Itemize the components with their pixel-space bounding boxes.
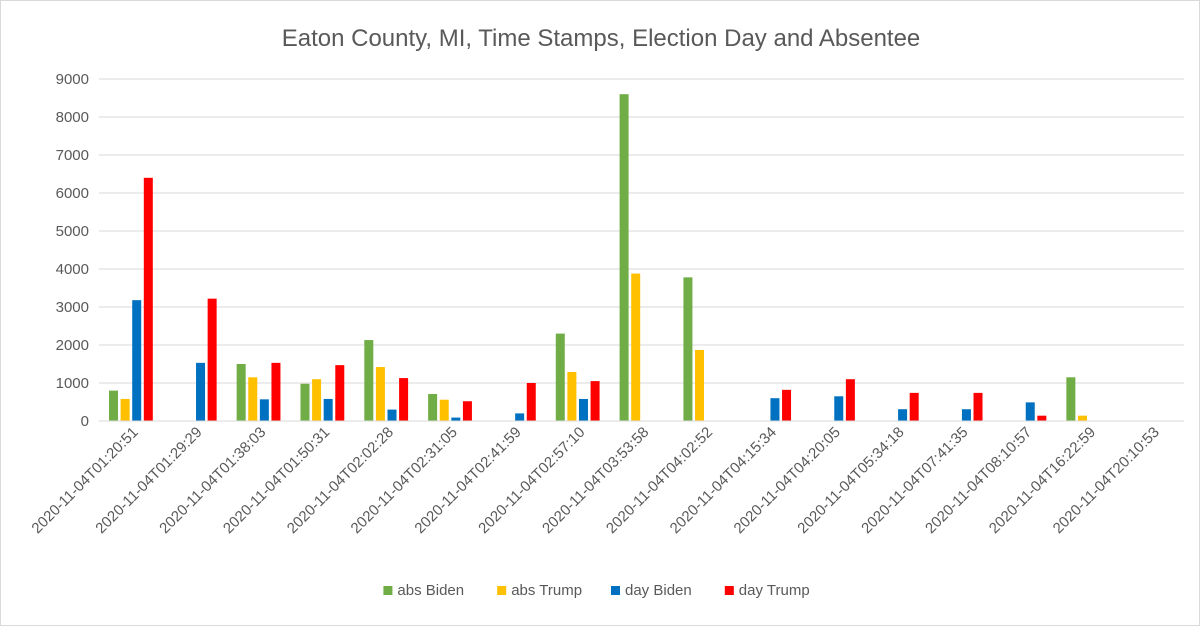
x-tick-label: 2020-11-04T04:15:34	[667, 424, 780, 537]
x-tick-label: 2020-11-04T01:38:03	[156, 424, 269, 537]
bar-abs-trump	[248, 377, 258, 421]
bar-abs-trump	[1077, 415, 1087, 421]
x-tick-label: 2020-11-04T03:53:58	[539, 424, 652, 537]
bar-day-trump	[462, 401, 472, 421]
bar-day-biden	[515, 413, 525, 421]
bar-abs-biden	[428, 394, 438, 421]
x-tick-label: 2020-11-04T04:20:05	[731, 424, 844, 537]
bar-abs-biden	[236, 364, 246, 421]
x-tick-label: 2020-11-04T08:10:57	[922, 424, 1035, 537]
bar-day-biden	[578, 398, 588, 421]
y-tick-label: 4000	[56, 261, 89, 278]
bar-abs-trump	[567, 371, 577, 421]
legend-swatch-day-biden	[611, 586, 620, 595]
bar-abs-biden	[619, 94, 629, 421]
x-tick-label: 2020-11-04T04:02:52	[603, 424, 716, 537]
x-tick-label: 2020-11-04T07:41:35	[858, 424, 971, 537]
y-tick-label: 7000	[56, 147, 89, 164]
bar-day-biden	[451, 417, 461, 421]
y-tick-label: 6000	[56, 185, 89, 202]
bar-day-trump	[207, 298, 217, 421]
bar-abs-trump	[120, 398, 130, 421]
bar-abs-trump	[695, 349, 705, 421]
y-axis-tick-labels: 0 1000 2000 3000 4000 5000 6000 7000 8000 9000	[56, 71, 89, 430]
x-tick-label: 2020-11-04T20:10:53	[1050, 424, 1163, 537]
bar-day-biden	[770, 398, 780, 421]
bar-day-biden	[834, 396, 844, 421]
bar-day-trump	[590, 381, 600, 421]
legend-label-day-biden: day Biden	[625, 582, 692, 599]
legend: abs Biden abs Trump day Biden day Trump	[383, 582, 810, 599]
bar-day-biden	[1025, 402, 1035, 421]
y-tick-label: 0	[81, 413, 89, 430]
y-tick-label: 8000	[56, 109, 89, 126]
bar-abs-biden	[109, 390, 119, 421]
gridlines	[99, 78, 1184, 384]
bar-day-trump	[1037, 415, 1047, 421]
bar-day-trump	[271, 362, 281, 421]
bar-day-biden	[196, 362, 206, 421]
bar-abs-biden	[364, 340, 374, 421]
bar-day-biden	[259, 399, 269, 421]
bar-day-trump	[782, 389, 792, 421]
x-tick-label: 2020-11-04T02:57:10	[475, 424, 588, 537]
bar-abs-trump	[631, 273, 641, 421]
legend-label-abs-biden: abs Biden	[397, 582, 464, 599]
x-tick-label: 2020-11-04T05:34:18	[794, 424, 907, 537]
chart-title: Eaton County, MI, Time Stamps, Election …	[282, 25, 921, 52]
legend-label-abs-trump: abs Trump	[511, 582, 582, 599]
x-tick-label: 2020-11-04T16:22:59	[986, 424, 1099, 537]
bar-day-biden	[898, 409, 908, 421]
bar-day-biden	[961, 409, 971, 421]
bar-abs-biden	[683, 277, 693, 421]
legend-label-day-trump: day Trump	[739, 582, 810, 599]
x-tick-label: 2020-11-04T02:31:05	[348, 424, 461, 537]
bar-day-trump	[399, 378, 409, 421]
legend-swatch-day-trump	[724, 586, 734, 595]
y-tick-label: 3000	[56, 299, 89, 316]
bar-abs-biden	[1066, 377, 1076, 421]
x-tick-label: 2020-11-04T01:50:31	[220, 424, 333, 537]
bar-day-biden	[323, 398, 333, 421]
y-tick-label: 2000	[56, 337, 89, 354]
y-tick-label: 1000	[56, 375, 89, 392]
bar-day-biden	[132, 300, 142, 421]
bar-day-trump	[909, 392, 919, 421]
bar-abs-trump	[439, 399, 449, 421]
bar-abs-trump	[375, 367, 385, 421]
bar-day-trump	[335, 365, 345, 421]
y-tick-label: 5000	[56, 223, 89, 240]
bar-abs-trump	[312, 379, 322, 421]
bar-day-trump	[143, 177, 153, 421]
bar-day-biden	[387, 409, 397, 421]
bar-day-trump	[526, 383, 536, 421]
x-axis-tick-labels: 2020-11-04T01:20:512020-11-04T01:29:2920…	[28, 424, 1162, 537]
x-tick-label: 2020-11-04T01:29:29	[92, 424, 205, 537]
x-tick-label: 2020-11-04T02:02:28	[284, 424, 397, 537]
bar-abs-biden	[555, 333, 565, 421]
y-tick-label: 9000	[56, 71, 89, 88]
bar-day-trump	[973, 392, 983, 421]
legend-swatch-abs-trump	[497, 586, 507, 595]
bar-abs-biden	[300, 383, 310, 421]
bar-day-trump	[845, 379, 855, 421]
x-tick-label: 2020-11-04T02:41:59	[411, 424, 524, 537]
bars	[109, 94, 1087, 421]
legend-swatch-abs-biden	[383, 586, 393, 595]
x-tick-label: 2020-11-04T01:20:51	[28, 424, 141, 537]
